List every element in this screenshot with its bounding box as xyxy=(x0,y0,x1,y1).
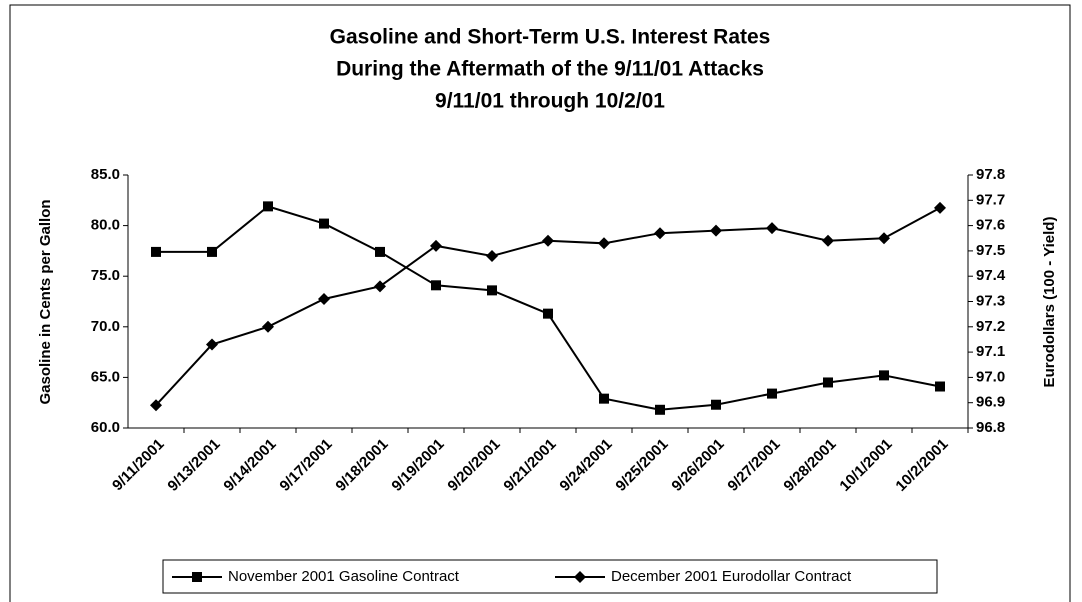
series-marker xyxy=(934,201,946,214)
y2-axis-title: Eurodollars (100 - Yield) xyxy=(1041,217,1058,388)
series-marker xyxy=(543,308,553,319)
series-marker xyxy=(542,234,554,247)
y2-tick-label: 97.3 xyxy=(976,292,1005,309)
legend-label: December 2001 Eurodollar Contract xyxy=(611,568,852,585)
series-marker xyxy=(767,388,777,399)
chart-title: 9/11/01 through 10/2/01 xyxy=(435,90,665,113)
series-marker xyxy=(430,239,442,252)
series-marker xyxy=(319,218,329,229)
legend-marker xyxy=(574,571,586,583)
series-marker xyxy=(710,224,722,237)
series-marker xyxy=(599,393,609,404)
y2-tick-label: 96.9 xyxy=(976,394,1005,411)
series-marker xyxy=(655,404,665,415)
series-marker xyxy=(487,285,497,296)
series-marker xyxy=(207,246,217,257)
series-marker xyxy=(766,222,778,235)
y2-tick-label: 97.0 xyxy=(976,368,1005,385)
legend-label: November 2001 Gasoline Contract xyxy=(228,568,460,585)
series-marker xyxy=(150,399,162,412)
legend-marker xyxy=(192,572,202,582)
y-tick-label: 80.0 xyxy=(91,217,120,234)
y2-tick-label: 97.7 xyxy=(976,191,1005,208)
y2-tick-label: 96.8 xyxy=(976,419,1005,436)
chart-title: During the Aftermath of the 9/11/01 Atta… xyxy=(336,58,764,81)
y-tick-label: 60.0 xyxy=(91,419,120,436)
series-marker xyxy=(375,246,385,257)
y2-tick-label: 97.8 xyxy=(976,166,1005,183)
y-tick-label: 75.0 xyxy=(91,267,120,284)
series-marker xyxy=(935,381,945,392)
series-marker xyxy=(822,234,834,247)
series-marker xyxy=(878,232,890,245)
series-marker xyxy=(598,237,610,250)
y-tick-label: 85.0 xyxy=(91,166,120,183)
y2-tick-label: 97.4 xyxy=(976,267,1006,284)
legend-box xyxy=(162,559,938,594)
series-marker xyxy=(263,201,273,212)
series-marker xyxy=(206,338,218,351)
series-marker xyxy=(711,399,721,410)
series-marker xyxy=(654,227,666,240)
chart-title: Gasoline and Short-Term U.S. Interest Ra… xyxy=(330,26,771,49)
y2-tick-label: 97.6 xyxy=(976,217,1005,234)
chart-frame xyxy=(9,4,1071,602)
series-marker xyxy=(318,292,330,305)
y-axis-title: Gasoline in Cents per Gallon xyxy=(37,199,54,404)
series-marker xyxy=(486,249,498,262)
y-tick-label: 70.0 xyxy=(91,318,120,335)
series-marker xyxy=(431,280,441,291)
y2-tick-label: 97.1 xyxy=(976,343,1005,360)
series-marker xyxy=(262,320,274,333)
series-marker xyxy=(823,377,833,388)
series-marker xyxy=(151,246,161,257)
series-marker xyxy=(879,370,889,381)
y2-tick-label: 97.2 xyxy=(976,318,1005,335)
y-tick-label: 65.0 xyxy=(91,368,120,385)
series-marker xyxy=(374,280,386,293)
y2-tick-label: 97.5 xyxy=(976,242,1005,259)
